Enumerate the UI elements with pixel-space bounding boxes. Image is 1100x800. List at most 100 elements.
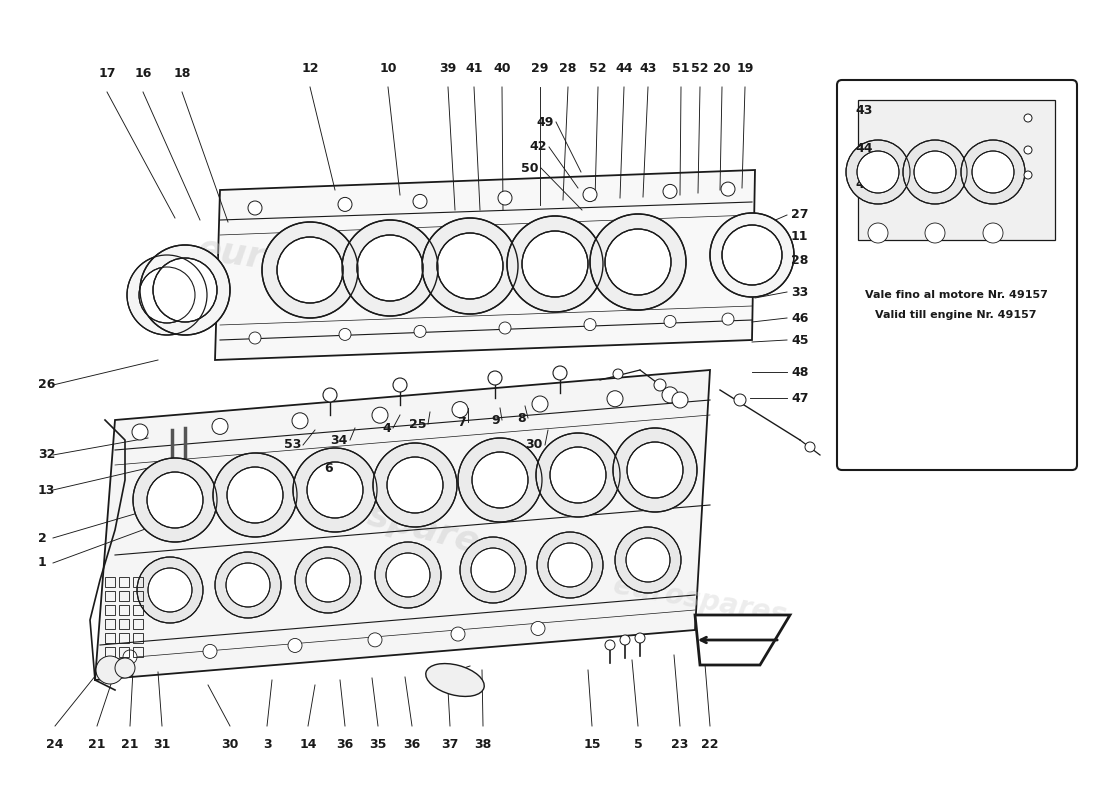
- Circle shape: [248, 201, 262, 215]
- Circle shape: [262, 222, 358, 318]
- Bar: [104, 605, 116, 615]
- Text: 53: 53: [284, 438, 301, 451]
- Circle shape: [925, 223, 945, 243]
- Circle shape: [342, 220, 438, 316]
- Bar: [104, 591, 116, 601]
- Bar: [133, 605, 143, 615]
- Circle shape: [1024, 114, 1032, 122]
- Circle shape: [488, 371, 502, 385]
- Circle shape: [471, 548, 515, 592]
- Circle shape: [672, 392, 688, 408]
- Text: 50: 50: [521, 162, 539, 174]
- Text: 35: 35: [370, 738, 387, 751]
- Circle shape: [507, 216, 603, 312]
- Text: 4: 4: [383, 422, 390, 434]
- Circle shape: [983, 223, 1003, 243]
- Circle shape: [140, 245, 230, 335]
- Bar: [133, 619, 143, 629]
- Text: 7: 7: [458, 415, 466, 429]
- Text: 20: 20: [713, 62, 730, 75]
- Circle shape: [654, 379, 666, 391]
- Circle shape: [722, 313, 734, 325]
- Text: 31: 31: [153, 738, 170, 751]
- Bar: [133, 591, 143, 601]
- Circle shape: [227, 467, 283, 523]
- Text: 13: 13: [39, 483, 55, 497]
- Circle shape: [914, 151, 956, 193]
- Text: 22: 22: [702, 738, 718, 751]
- Text: 28: 28: [791, 254, 808, 266]
- Circle shape: [584, 318, 596, 330]
- Circle shape: [292, 413, 308, 429]
- Text: 33: 33: [791, 286, 808, 298]
- Circle shape: [153, 258, 217, 322]
- Text: 42: 42: [855, 178, 872, 191]
- Circle shape: [720, 182, 735, 196]
- Circle shape: [226, 563, 270, 607]
- Text: 49: 49: [537, 115, 554, 129]
- Text: 43: 43: [639, 62, 657, 75]
- Circle shape: [306, 558, 350, 602]
- Bar: [119, 577, 129, 587]
- Circle shape: [204, 645, 217, 658]
- Text: 9: 9: [492, 414, 500, 426]
- Circle shape: [458, 438, 542, 522]
- Text: 28: 28: [559, 62, 576, 75]
- Circle shape: [537, 532, 603, 598]
- Text: 8: 8: [517, 411, 526, 425]
- Circle shape: [664, 315, 676, 327]
- Polygon shape: [214, 170, 755, 360]
- Circle shape: [607, 390, 623, 406]
- Bar: [119, 591, 129, 601]
- Circle shape: [338, 198, 352, 211]
- Text: 36: 36: [337, 738, 353, 751]
- Text: 34: 34: [331, 434, 348, 446]
- Circle shape: [550, 447, 606, 503]
- Circle shape: [710, 213, 794, 297]
- Text: 24: 24: [46, 738, 64, 751]
- Text: 36: 36: [404, 738, 420, 751]
- Text: 17: 17: [98, 67, 116, 80]
- Bar: [119, 647, 129, 657]
- Text: 44: 44: [615, 62, 632, 75]
- Circle shape: [96, 656, 124, 684]
- Circle shape: [277, 237, 343, 303]
- Circle shape: [368, 633, 382, 647]
- Text: 40: 40: [493, 62, 510, 75]
- Circle shape: [961, 140, 1025, 204]
- Circle shape: [472, 452, 528, 508]
- Circle shape: [1024, 171, 1032, 179]
- Circle shape: [972, 151, 1014, 193]
- Circle shape: [133, 458, 217, 542]
- Circle shape: [734, 394, 746, 406]
- Text: 30: 30: [221, 738, 239, 751]
- Text: 38: 38: [474, 738, 492, 751]
- Text: 46: 46: [791, 311, 808, 325]
- Text: 42: 42: [529, 141, 547, 154]
- Circle shape: [126, 255, 207, 335]
- Circle shape: [295, 547, 361, 613]
- Text: 48: 48: [791, 366, 808, 378]
- Circle shape: [323, 388, 337, 402]
- Circle shape: [372, 407, 388, 423]
- Text: 37: 37: [441, 738, 459, 751]
- Text: 21: 21: [88, 738, 106, 751]
- Text: 32: 32: [39, 449, 55, 462]
- Circle shape: [613, 428, 697, 512]
- Text: 3: 3: [263, 738, 272, 751]
- Circle shape: [548, 543, 592, 587]
- Circle shape: [663, 184, 676, 198]
- Bar: [104, 619, 116, 629]
- Circle shape: [147, 472, 204, 528]
- Text: Vale fino al motore Nr. 49157: Vale fino al motore Nr. 49157: [865, 290, 1047, 300]
- Circle shape: [414, 326, 426, 338]
- Circle shape: [293, 448, 377, 532]
- Text: 23: 23: [671, 738, 689, 751]
- Circle shape: [412, 194, 427, 208]
- Circle shape: [451, 627, 465, 641]
- Text: 18: 18: [174, 67, 190, 80]
- Text: 44: 44: [855, 142, 872, 154]
- Text: 27: 27: [791, 209, 808, 222]
- Text: 21: 21: [121, 738, 139, 751]
- Circle shape: [375, 542, 441, 608]
